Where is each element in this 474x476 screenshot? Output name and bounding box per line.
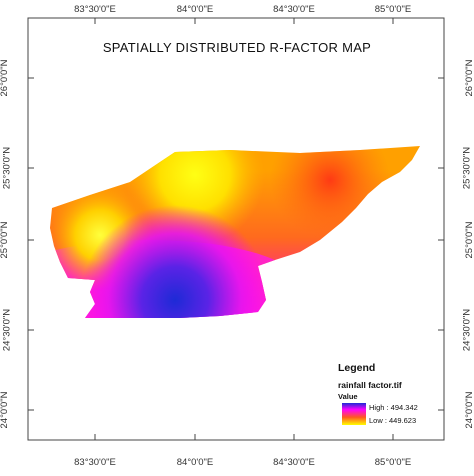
longitude-tick-bottom: 83°30'0"E	[74, 457, 116, 468]
legend-low-value: Low : 449.623	[369, 416, 417, 425]
longitude-tick-bottom: 84°30'0"E	[273, 457, 315, 468]
latitude-tick-left: 24°0'0"N	[0, 391, 10, 429]
longitude-tick-bottom: 84°0'0"E	[176, 457, 214, 468]
legend-high-value: High : 494.342	[369, 403, 418, 412]
latitude-tick-left: 25°0'0"N	[0, 221, 10, 259]
latitude-tick-right: 25°0'0"N	[464, 221, 474, 259]
longitude-tick-top: 85°0'0"E	[374, 4, 412, 15]
latitude-tick-left: 24°30'0"N	[1, 308, 13, 352]
legend-color-ramp-row: High : 494.342 Low : 449.623	[338, 403, 458, 425]
longitude-tick-top: 84°0'0"E	[176, 4, 214, 15]
legend-color-ramp	[342, 403, 366, 425]
latitude-tick-left: 26°0'0"N	[0, 59, 10, 97]
legend-title: Legend	[338, 362, 376, 374]
longitude-tick-top: 83°30'0"E	[74, 4, 116, 15]
latitude-tick-right: 26°0'0"N	[464, 59, 474, 97]
map-title: SPATIALLY DISTRIBUTED R-FACTOR MAP	[102, 40, 372, 55]
longitude-tick-top: 84°30'0"E	[273, 4, 315, 15]
graticule-ticks	[28, 18, 444, 440]
latitude-tick-right: 24°0'0"N	[464, 391, 474, 429]
legend-value-label: Value	[338, 392, 358, 401]
latitude-tick-right: 24°30'0"N	[461, 308, 473, 352]
latitude-tick-left: 25°30'0"N	[1, 146, 13, 190]
longitude-tick-bottom: 85°0'0"E	[374, 457, 412, 468]
legend-layer-name: rainfall factor.tif	[338, 380, 402, 390]
latitude-tick-right: 25°30'0"N	[461, 146, 473, 190]
map-legend: Legend rainfall factor.tif Value High : …	[338, 362, 458, 425]
